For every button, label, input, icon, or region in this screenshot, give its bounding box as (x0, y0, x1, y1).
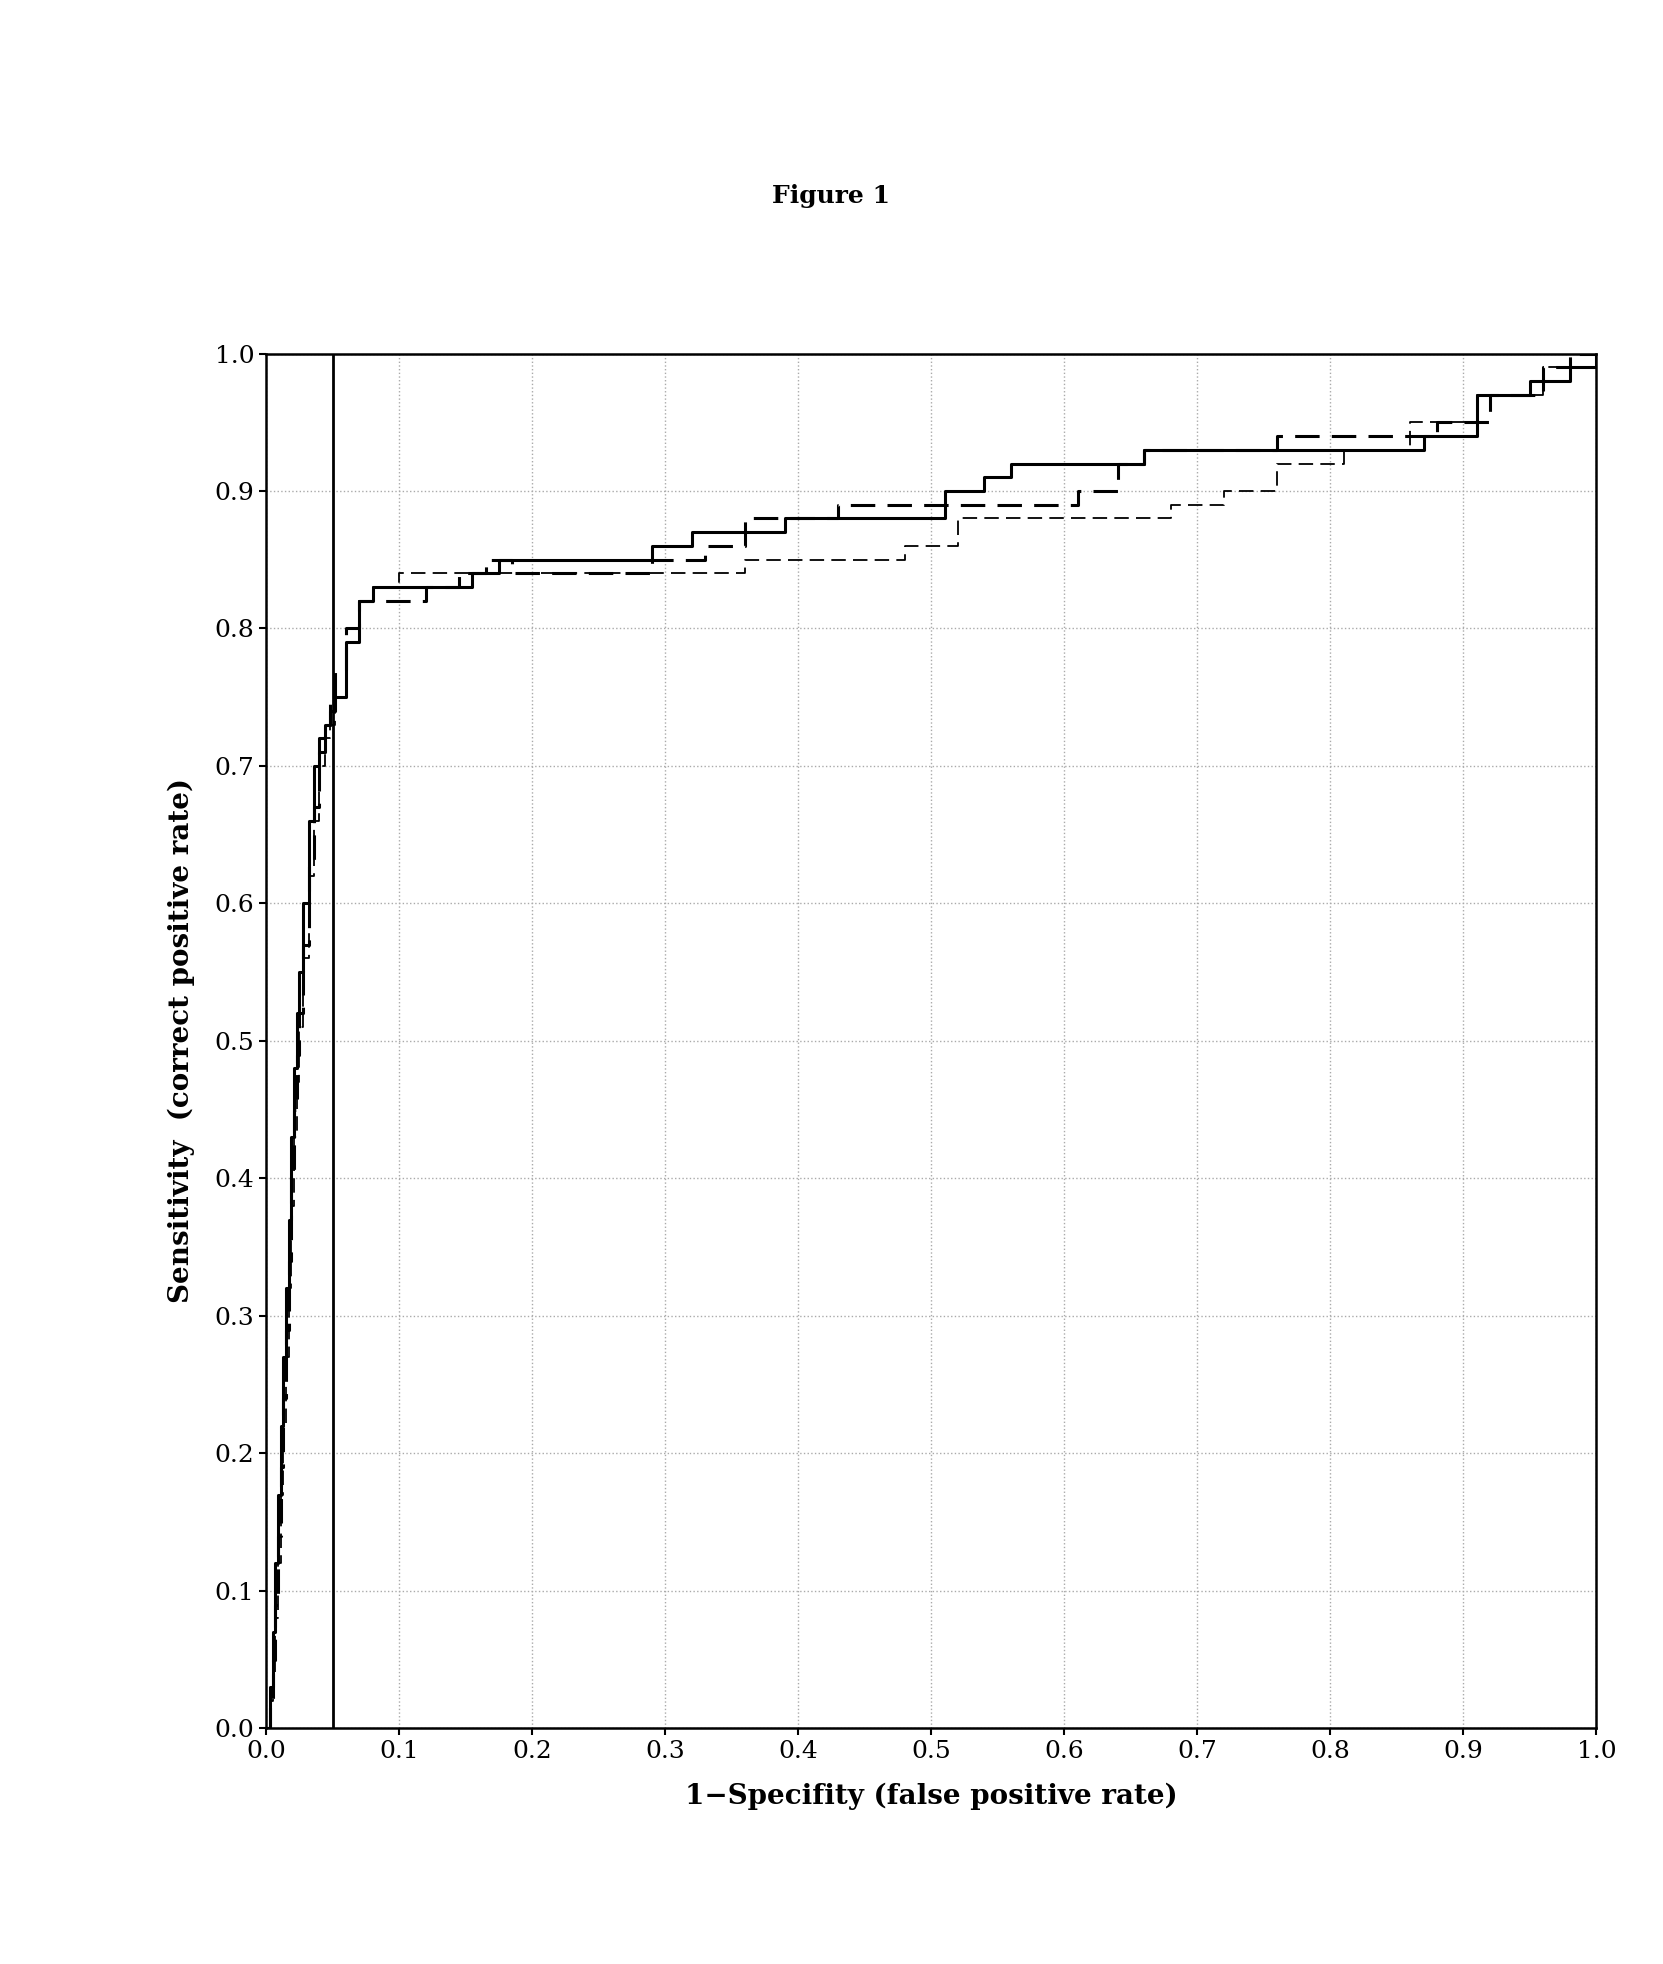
Text: Figure 1: Figure 1 (773, 185, 890, 208)
X-axis label: 1−Specifity (false positive rate): 1−Specifity (false positive rate) (685, 1783, 1177, 1811)
Y-axis label: Sensitivity  (correct positive rate): Sensitivity (correct positive rate) (168, 778, 195, 1304)
